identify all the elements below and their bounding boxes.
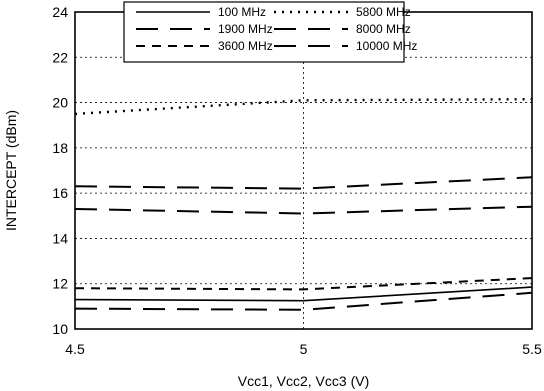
legend-label-3: 5800 MHz <box>356 5 411 19</box>
series-line-2 <box>74 277 533 291</box>
x-tick-label-1: 5 <box>300 341 308 357</box>
legend-label-0: 100 MHz <box>218 5 266 19</box>
y-tick-label-1: 12 <box>52 276 68 292</box>
y-tick-label-6: 22 <box>52 49 68 65</box>
legend-label-2: 3600 MHz <box>218 39 273 53</box>
series-line-4 <box>74 291 533 311</box>
x-axis-title: Vcc1, Vcc2, Vcc3 (V) <box>238 373 369 389</box>
legend-label-5: 10000 MHz <box>356 39 417 53</box>
y-tick-label-4: 18 <box>52 140 68 156</box>
series-line-3 <box>74 98 533 116</box>
legend-label-1: 1900 MHz <box>218 22 273 36</box>
series-line-5 <box>74 205 533 215</box>
legend-label-4: 8000 MHz <box>356 22 411 36</box>
legend: 100 MHz 1900 MHz 3600 MHz 5800 MHz 8000 MHz 1… <box>123 1 417 63</box>
x-tick-label-2: 5.5 <box>522 341 542 357</box>
y-axis-title: INTERCEPT (dBm) <box>3 110 19 231</box>
y-tick-label-2: 14 <box>52 230 68 246</box>
series-line-0 <box>74 286 533 302</box>
series-line-1 <box>74 176 533 190</box>
y-tick-label-0: 10 <box>52 321 68 337</box>
y-tick-label-5: 20 <box>52 95 68 111</box>
x-tick-label-0: 4.5 <box>65 341 85 357</box>
y-tick-label-7: 24 <box>52 4 68 20</box>
tick-labels: 10 12 14 16 18 20 22 24 4.5 5 5.5 <box>52 4 542 357</box>
series-lines <box>74 98 533 311</box>
y-tick-label-3: 16 <box>52 185 68 201</box>
